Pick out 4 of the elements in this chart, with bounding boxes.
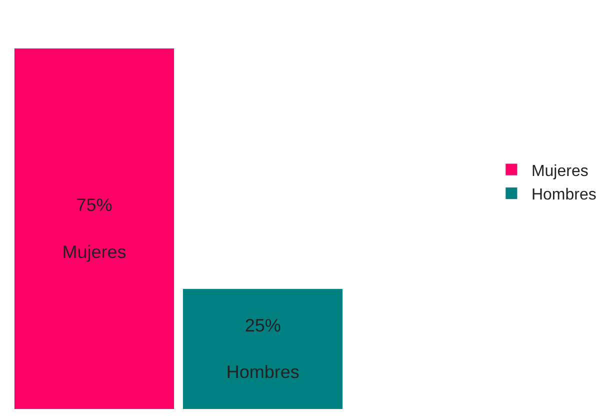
data-label: 25% <box>244 315 281 336</box>
data-label: 75% <box>76 195 112 216</box>
legend-label: Hombres <box>531 186 596 204</box>
legend-label: Mujeres <box>531 162 588 180</box>
